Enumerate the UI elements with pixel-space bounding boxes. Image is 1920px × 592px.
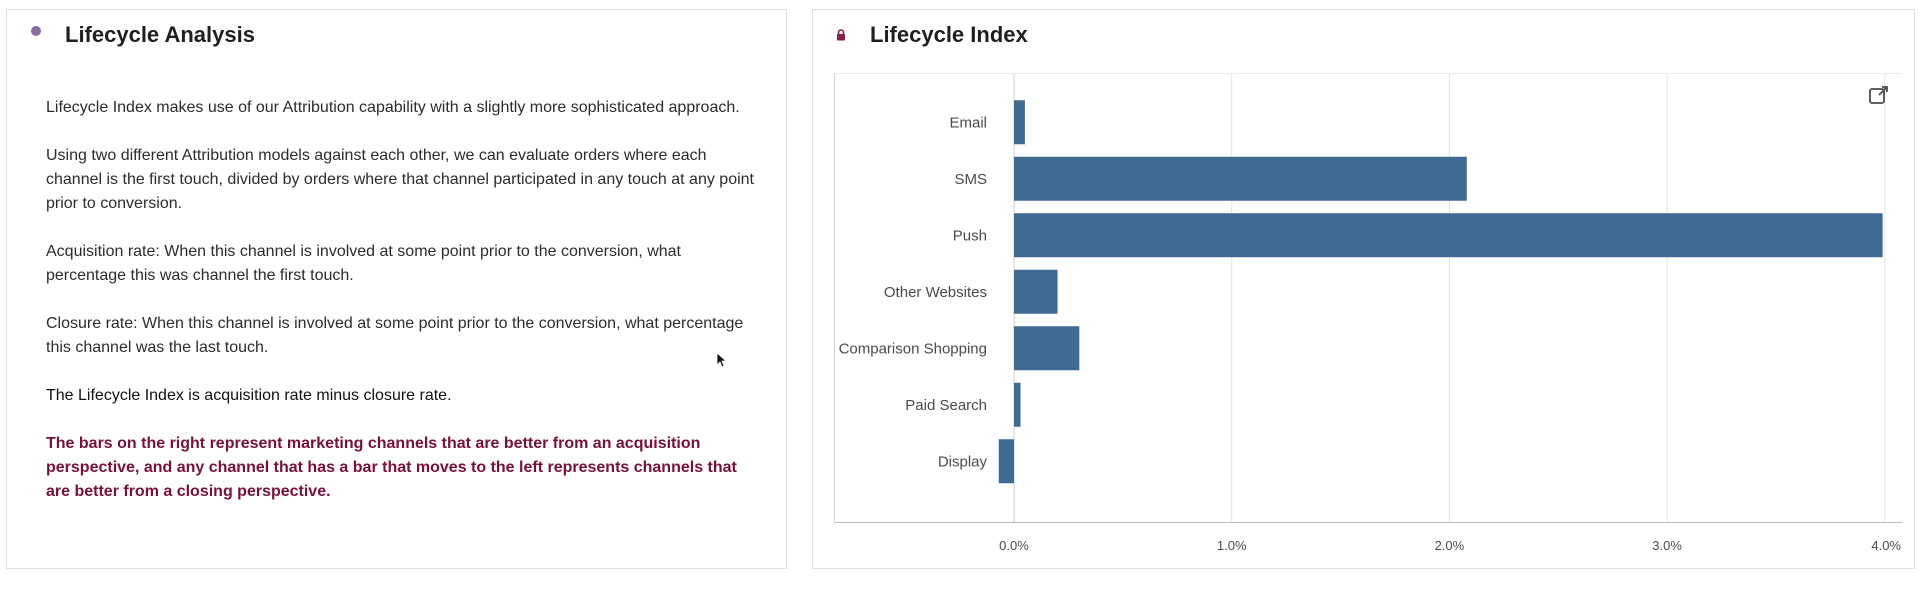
tick-label: 4.0% <box>1871 538 1901 553</box>
bar <box>1014 156 1467 201</box>
bar <box>1014 382 1021 427</box>
bar <box>1014 213 1883 258</box>
paragraph: Using two different Attribution models a… <box>46 147 754 212</box>
paragraph: The Lifecycle Index is acquisition rate … <box>46 387 452 404</box>
bar <box>1014 326 1080 371</box>
category-label: Comparison Shopping <box>839 340 987 357</box>
bar <box>998 439 1014 484</box>
panel-title: Lifecycle Analysis <box>65 22 255 47</box>
bar-chart: Email SMS Push Other Websites Comparison Sho… <box>839 74 1901 553</box>
tick-label: 3.0% <box>1652 538 1682 553</box>
emphasis-paragraph: The bars on the right represent marketin… <box>46 435 737 500</box>
tick-label: 0.0% <box>999 538 1029 553</box>
paragraph: Closure rate: When this channel is invol… <box>46 315 744 356</box>
category-label: Paid Search <box>905 397 987 414</box>
expand-icon[interactable] <box>1868 84 1890 106</box>
tick-label: 1.0% <box>1217 538 1247 553</box>
category-label: Display <box>938 453 988 470</box>
tick-label: 2.0% <box>1435 538 1465 553</box>
bar <box>1014 100 1025 145</box>
category-label: Email <box>949 114 987 131</box>
lock-icon <box>837 29 845 41</box>
paragraph: Acquisition rate: When this channel is i… <box>46 243 681 284</box>
panel-title: Lifecycle Index <box>870 22 1028 47</box>
bar <box>1014 269 1058 314</box>
circle-dot-icon <box>31 26 41 36</box>
mouse-cursor-icon <box>716 352 726 368</box>
category-label: Push <box>953 227 987 244</box>
category-label: SMS <box>954 171 987 188</box>
category-label: Other Websites <box>884 284 987 301</box>
lifecycle-index-chart: Email SMS Push Other Websites Comparison Sho… <box>834 73 1902 553</box>
lifecycle-analysis-panel: Lifecycle Analysis Lifecycle Index makes… <box>6 9 787 569</box>
description-text: Lifecycle Index makes use of our Attribu… <box>46 96 761 528</box>
lifecycle-index-panel: Lifecycle Index Email SMS Push Other Websit… <box>812 9 1915 569</box>
paragraph: Lifecycle Index makes use of our Attribu… <box>46 99 740 116</box>
